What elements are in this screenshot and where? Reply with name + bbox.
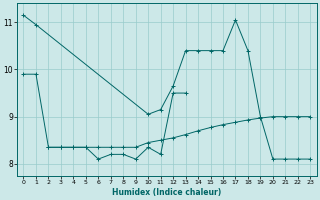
X-axis label: Humidex (Indice chaleur): Humidex (Indice chaleur) bbox=[112, 188, 221, 197]
